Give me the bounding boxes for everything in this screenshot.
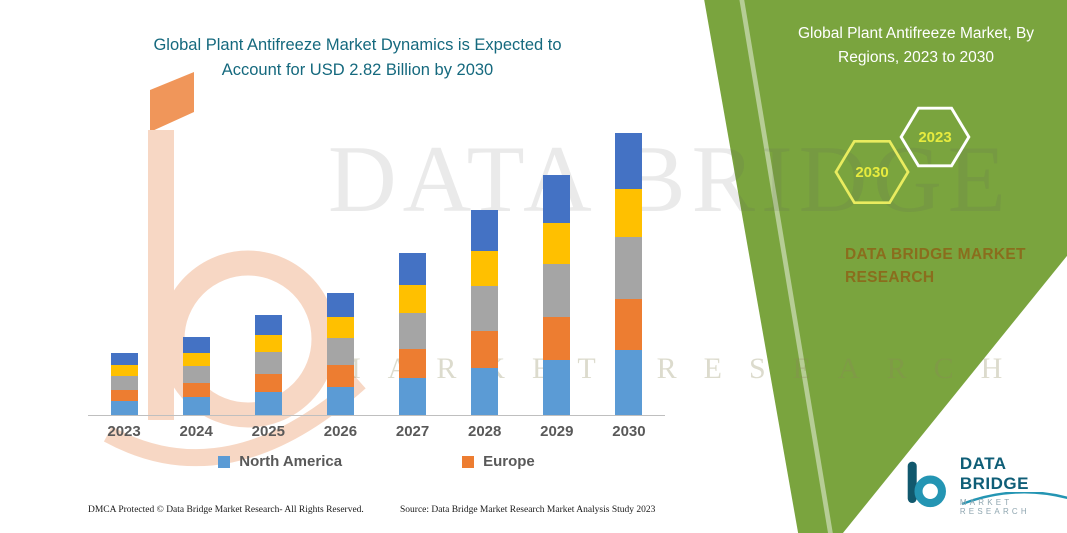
- legend-item-north-america: North America: [218, 453, 342, 470]
- bar-segment: [254, 392, 282, 415]
- bar-segment: [182, 353, 210, 366]
- stacked-bar-2024: [182, 337, 210, 415]
- x-axis-label-2030: 2030: [612, 423, 646, 440]
- bar-segment: [543, 360, 571, 415]
- plot-area: [88, 123, 665, 416]
- footer-logo-title: DATA BRIDGE: [959, 454, 1029, 493]
- stacked-bar-2030: [615, 133, 643, 415]
- bar-segment: [543, 317, 571, 360]
- bar-segment: [399, 313, 427, 349]
- panel-brand-text: DATA BRIDGE MARKET RESEARCH: [845, 246, 1026, 287]
- bar-segment: [182, 366, 210, 383]
- x-axis-label-2025: 2025: [251, 423, 285, 440]
- legend-swatch-north-america: [218, 455, 231, 468]
- bar-slot-2023: [88, 123, 160, 415]
- bar-segment: [326, 293, 354, 317]
- stacked-bar-2027: [399, 253, 427, 415]
- hexagon-2023-label: 2023: [918, 128, 952, 146]
- legend-item-europe: Europe: [462, 453, 535, 470]
- x-axis-label-2026: 2026: [323, 423, 358, 440]
- x-axis-label-2029: 2029: [540, 423, 574, 440]
- bar-segment: [615, 189, 643, 237]
- bar-segment: [471, 286, 499, 331]
- hexagon-outline: [834, 139, 910, 205]
- bar-segment: [471, 210, 499, 251]
- stacked-bar-2023: [110, 353, 138, 415]
- bar-segment: [399, 349, 427, 378]
- bar-segment: [254, 315, 282, 335]
- bar-segment: [399, 285, 427, 313]
- bar-segment: [471, 251, 499, 286]
- bar-segment: [543, 264, 571, 317]
- bar-slot-2026: [304, 123, 376, 415]
- watermark-text: DATA BRIDGE: [328, 126, 1012, 232]
- bar-segment: [399, 253, 427, 285]
- bar-slot-2024: [160, 123, 232, 415]
- footer-logo-subtitle: MARKET RESEARCH: [959, 498, 1030, 516]
- bar-segment: [326, 365, 354, 387]
- stacked-bar-2026: [326, 293, 354, 415]
- bar-segment: [110, 353, 138, 365]
- dbmr-footer-logo: DATA BRIDGE MARKET RESEARCH: [905, 454, 1067, 516]
- bar-segment: [182, 397, 210, 415]
- bar-segment: [615, 133, 643, 189]
- stacked-bar-2028: [471, 210, 499, 415]
- bar-segment: [471, 331, 499, 368]
- logo-swoosh-icon: [961, 492, 1067, 506]
- x-axis-labels: 2023 2024 2025 2026 2027 2028 2029 2030: [88, 423, 665, 440]
- chart-title-line2: Account for USD 2.82 Billion by 2030: [221, 60, 494, 79]
- stacked-bar-2029: [543, 175, 571, 415]
- bar-segment: [182, 337, 210, 353]
- bar-segment: [110, 401, 138, 415]
- bar-segment: [110, 376, 138, 390]
- x-axis-label-2023: 2023: [107, 423, 141, 440]
- bar-segment: [543, 175, 571, 223]
- bar-slot-2025: [232, 123, 304, 415]
- bar-segment: [110, 365, 138, 376]
- chart-title-line1: Global Plant Antifreeze Market Dynamics …: [153, 36, 562, 54]
- hexagon-2023: 2023: [899, 106, 971, 168]
- bar-slot-2028: [449, 123, 521, 415]
- bar-segment: [326, 387, 354, 415]
- hexagon-outline: [899, 106, 971, 168]
- stacked-bar-chart: 2023 2024 2025 2026 2027 2028 2029 2030 North A…: [88, 123, 665, 470]
- hexagon-2030: 2030: [833, 139, 911, 205]
- bar-segment: [254, 352, 282, 374]
- dmca-notice: DMCA Protected © Data Bridge Market Rese…: [88, 505, 364, 515]
- footer-logo-text: DATA BRIDGE MARKET RESEARCH: [960, 454, 1067, 516]
- hexagon-2030-label: 2030: [855, 163, 889, 181]
- bar-segment: [471, 368, 499, 415]
- bar-segment: [110, 390, 138, 401]
- bar-slot-2027: [377, 123, 449, 415]
- legend-label-north-america: North America: [239, 453, 343, 470]
- x-axis-label-2028: 2028: [468, 423, 502, 440]
- stacked-bar-2025: [254, 315, 282, 415]
- legend-swatch-europe: [462, 455, 475, 468]
- bar-segment: [182, 383, 210, 397]
- bar-segment: [615, 299, 643, 350]
- bar-slot-2029: [521, 123, 593, 415]
- bar-slot-2030: [593, 123, 665, 415]
- x-axis-label-2024: 2024: [179, 423, 213, 440]
- bar-segment: [326, 338, 354, 365]
- bar-segment: [615, 350, 643, 415]
- bar-segment: [615, 237, 643, 299]
- dbmr-logo-icon: [907, 461, 946, 508]
- bar-segment: [326, 317, 354, 338]
- legend-label-europe: Europe: [483, 453, 535, 470]
- chart-title: Global Plant Antifreeze Market Dynamics …: [75, 33, 640, 83]
- panel-heading: Global Plant Antifreeze Market, By Regio…: [797, 25, 1035, 67]
- bar-segment: [254, 374, 282, 392]
- bar-segment: [543, 223, 571, 264]
- chart-legend: North America Europe: [88, 453, 665, 470]
- source-note: Source: Data Bridge Market Research Mark…: [400, 505, 656, 515]
- x-axis-label-2027: 2027: [395, 423, 430, 440]
- bar-segment: [254, 335, 282, 352]
- watermark-subtext: MARKET RESEARCH: [334, 352, 1030, 385]
- bar-segment: [399, 378, 427, 415]
